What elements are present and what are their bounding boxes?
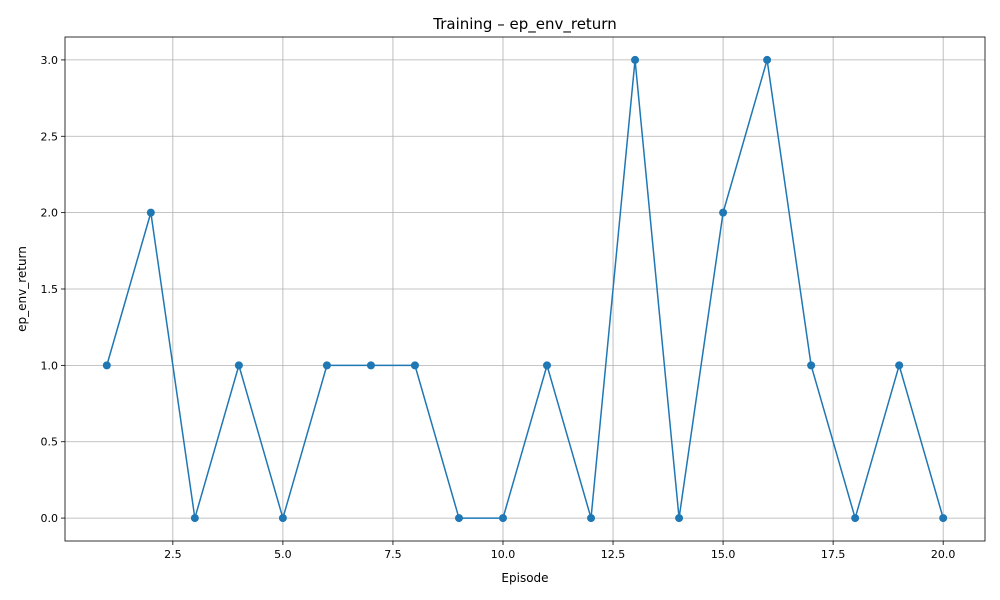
data-point [190, 514, 199, 523]
data-point [895, 361, 904, 370]
data-point [675, 514, 684, 523]
series-layer [102, 55, 948, 523]
x-tick-label: 2.5 [164, 548, 182, 561]
y-tick-label: 1.0 [41, 359, 59, 372]
y-tick-label: 3.0 [41, 54, 59, 67]
data-point [939, 514, 948, 523]
data-point [763, 55, 772, 64]
grid-lines [65, 37, 985, 541]
data-point [543, 361, 552, 370]
ticks: 2.5 5.0 7.5 10.0 12.5 15.0 17.5 20.0 0.0 0.5 1.0 1.… [41, 54, 956, 561]
x-axis-label: Episode [501, 571, 548, 585]
y-tick-label: 1.5 [41, 283, 59, 296]
data-point [587, 514, 596, 523]
data-point [410, 361, 419, 370]
data-point [278, 514, 287, 523]
data-point [631, 55, 640, 64]
x-tick-label: 10.0 [491, 548, 516, 561]
chart-title: Training – ep_env_return [432, 15, 616, 34]
y-tick-label: 2.0 [41, 207, 59, 220]
y-tick-label: 0.0 [41, 512, 59, 525]
x-tick-label: 5.0 [274, 548, 292, 561]
data-point [719, 208, 728, 217]
data-point [366, 361, 375, 370]
y-tick-label: 0.5 [41, 436, 59, 449]
data-point [234, 361, 243, 370]
x-tick-label: 7.5 [384, 548, 402, 561]
data-point [102, 361, 111, 370]
series-line [106, 59, 944, 519]
data-point [146, 208, 155, 217]
y-axis-label: ep_env_return [15, 246, 29, 332]
data-point [807, 361, 816, 370]
data-point [454, 514, 463, 523]
x-tick-label: 15.0 [711, 548, 736, 561]
data-point [851, 514, 860, 523]
x-tick-label: 20.0 [931, 548, 956, 561]
y-tick-label: 2.5 [41, 130, 59, 143]
data-point [322, 361, 331, 370]
x-tick-label: 17.5 [821, 548, 846, 561]
x-tick-label: 12.5 [601, 548, 626, 561]
data-point [498, 514, 507, 523]
